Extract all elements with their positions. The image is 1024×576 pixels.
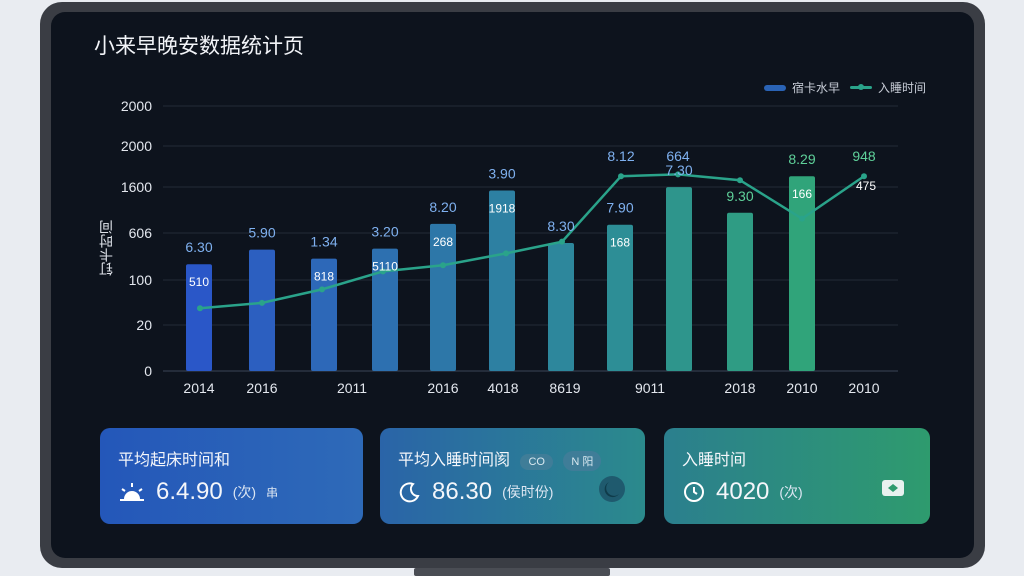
bar-top-label: 7.30 xyxy=(665,162,692,178)
bar-top-label: 3.20 xyxy=(371,224,398,240)
legend-line-label: 入睡时间 xyxy=(877,81,926,95)
card-title: 平均起床时间和 xyxy=(118,452,231,469)
x-tick-label: 2010 xyxy=(786,380,817,396)
chart-bar xyxy=(666,187,692,371)
bar-top-label: 9.30 xyxy=(726,188,753,204)
line-point xyxy=(259,299,265,306)
chart-bar xyxy=(372,248,398,371)
card-extra: 串 xyxy=(266,485,279,500)
bar-top-label: 8.29 xyxy=(788,151,815,167)
card-pill-co[interactable]: CO xyxy=(520,454,553,470)
bar-inner-label: 1918 xyxy=(489,202,516,216)
y-tick-label: 20 xyxy=(136,317,152,333)
chart-labels: 6.30 510 5.90 1.34 818 3.20 5110 8.20 268 3.90 191… xyxy=(183,148,879,396)
line-point xyxy=(440,262,446,269)
card-value: 6.4.90 xyxy=(156,478,223,505)
card-unit: (侯时份) xyxy=(502,484,554,500)
bar-inner-label: 818 xyxy=(314,270,334,284)
line-point xyxy=(675,171,681,178)
line-point xyxy=(618,173,624,180)
chart-bar xyxy=(186,264,212,371)
bar-top-label: 6.30 xyxy=(185,239,212,255)
card-unit: (次) xyxy=(779,484,803,500)
y-tick-label: 2000 xyxy=(121,138,152,154)
legend-bar-label: 宿卡水早 xyxy=(791,81,840,95)
line-point xyxy=(799,215,805,222)
page-title: 小来早晚安数据统计页 xyxy=(94,35,304,58)
chart-bar xyxy=(249,249,275,371)
legend-line-item[interactable]: 入睡时间 xyxy=(849,79,926,96)
bar-top-label: 1.34 xyxy=(310,234,337,250)
line-point xyxy=(319,286,325,293)
chart-series-line xyxy=(199,173,865,310)
bar-top-label: 7.90 xyxy=(606,200,633,216)
x-tick-label: 2010 xyxy=(848,380,879,396)
y-tick-label: 1600 xyxy=(121,179,152,195)
card-title-text: 平均入睡时间阂 xyxy=(398,452,511,469)
line-point xyxy=(503,250,509,257)
card-pill-toggle[interactable]: N 阳 xyxy=(563,451,602,471)
chart-bar xyxy=(489,190,515,371)
chart-bar xyxy=(548,243,574,371)
x-tick-label: 4018 xyxy=(487,380,518,396)
card-title: 入睡时间 xyxy=(682,452,747,469)
chart-bar xyxy=(430,223,456,371)
bar-inner-label: 168 xyxy=(610,236,630,250)
bar-inner-label: 268 xyxy=(433,235,453,249)
clock-icon xyxy=(682,480,706,504)
x-tick-label: 2014 xyxy=(183,380,214,396)
series-peak-label: 475 xyxy=(856,179,876,193)
bar-inner-label: 166 xyxy=(792,187,812,201)
line-point xyxy=(380,268,386,275)
y-tick-label: 100 xyxy=(129,272,153,288)
tablet-stand xyxy=(414,568,610,576)
series-peak-label: 664 xyxy=(666,148,690,164)
legend-bar-item[interactable]: 宿卡水早 xyxy=(763,79,840,96)
moon-badge-icon xyxy=(597,474,627,509)
bar-top-label: 5.90 xyxy=(248,225,275,241)
x-tick-label: 9011 xyxy=(635,380,665,396)
line-point xyxy=(197,305,203,312)
card-value: 4020 xyxy=(716,478,770,505)
bar-top-label: 8.30 xyxy=(547,218,574,234)
alarm-badge-icon xyxy=(878,474,908,507)
line-point xyxy=(861,173,867,180)
sunrise-icon xyxy=(118,481,146,503)
chart-bars xyxy=(186,176,815,371)
x-tick-label: 2011 xyxy=(337,380,367,396)
x-tick-label: 2016 xyxy=(427,380,458,396)
x-tick-label: 2018 xyxy=(724,380,755,396)
card-wake-time[interactable]: 平均起床时间和 6.4.90 (次) 串 xyxy=(100,428,363,524)
card-value: 86.30 xyxy=(432,478,493,505)
y-tick-label: 2000 xyxy=(121,98,152,114)
chart-bar xyxy=(607,224,633,371)
series-peak-label: 948 xyxy=(852,148,876,164)
y-tick-label: 606 xyxy=(129,225,153,241)
moon-icon xyxy=(398,480,422,504)
y-tick-label: 0 xyxy=(144,363,152,379)
chart-bar xyxy=(727,212,753,371)
chart-grid: 2000 2000 1600 606 100 20 0 xyxy=(121,98,898,379)
bar-inner-label: 5110 xyxy=(372,260,398,274)
line-point xyxy=(559,238,565,245)
x-tick-label: 2016 xyxy=(246,380,277,396)
legend-bar-swatch xyxy=(763,84,786,91)
card-unit: (次) xyxy=(232,484,257,500)
card-title: 平均入睡时间阂 CO N 阳 xyxy=(398,446,602,471)
line-point xyxy=(737,177,743,184)
card-sleep-count[interactable]: 入睡时间 4020 (次) xyxy=(664,428,930,524)
legend-line-swatch xyxy=(849,84,872,90)
bar-top-label: 3.90 xyxy=(488,166,515,182)
x-tick-label: 8619 xyxy=(549,380,580,396)
series-peak-label: 8.12 xyxy=(607,148,634,164)
chart-bar xyxy=(789,176,815,371)
chart-line-points xyxy=(197,171,867,312)
bar-top-label: 8.20 xyxy=(429,199,456,215)
chart-legend[interactable]: 宿卡水早 入睡时间 xyxy=(763,79,926,96)
bar-inner-label: 510 xyxy=(189,275,209,289)
card-sleep-time[interactable]: 平均入睡时间阂 CO N 阳 86.30 (侯时份) xyxy=(380,428,645,524)
